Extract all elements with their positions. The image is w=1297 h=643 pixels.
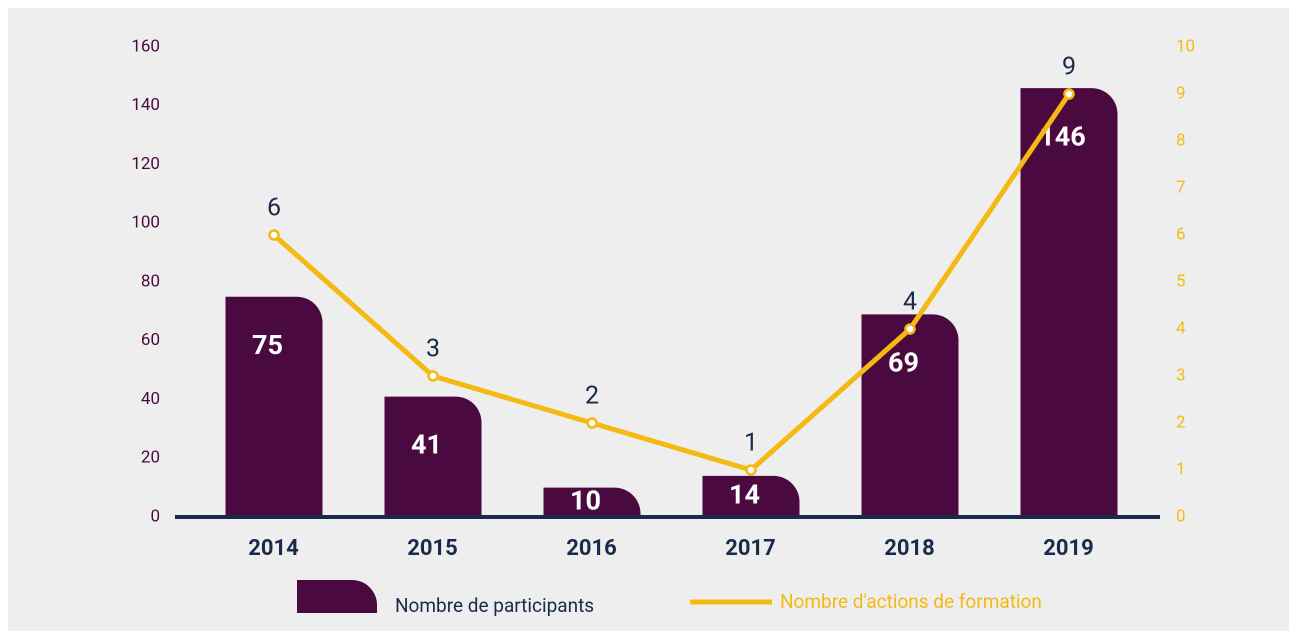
x-tick-label: 2014 xyxy=(248,536,299,561)
y2-tick-label: 4 xyxy=(1176,318,1186,338)
y2-tick-label: 3 xyxy=(1176,365,1186,385)
line-value-label: 6 xyxy=(267,194,281,223)
bar xyxy=(1020,88,1118,517)
y-tick-label: 140 xyxy=(131,95,160,115)
y2-tick-label: 1 xyxy=(1176,459,1186,479)
line-marker xyxy=(427,370,439,382)
y2-tick-label: 0 xyxy=(1176,506,1186,526)
bar xyxy=(543,487,641,517)
legend-label: Nombre d'actions de formation xyxy=(780,590,1042,613)
y2-tick-label: 2 xyxy=(1176,412,1186,432)
line-marker xyxy=(586,417,598,429)
line xyxy=(272,92,1072,473)
y-tick-label: 100 xyxy=(131,213,160,233)
line-value-label: 9 xyxy=(1062,53,1076,82)
y-tick-label: 40 xyxy=(141,389,160,409)
bar-value-label: 69 xyxy=(888,346,919,378)
y-tick-label: 80 xyxy=(141,271,160,291)
y2-tick-label: 8 xyxy=(1176,130,1186,150)
y2-tick-label: 10 xyxy=(1176,36,1195,56)
line-value-label: 3 xyxy=(426,335,440,364)
bar-value-label: 10 xyxy=(570,484,601,516)
legend-label: Nombre de participants xyxy=(395,594,594,617)
line-value-label: 1 xyxy=(744,429,758,458)
line-marker xyxy=(745,464,757,476)
x-tick-label: 2018 xyxy=(884,536,935,561)
x-tick-label: 2019 xyxy=(1043,536,1094,561)
x-tick-label: 2015 xyxy=(407,536,458,561)
y-tick-label: 20 xyxy=(141,448,160,468)
bar-value-label: 41 xyxy=(411,429,442,461)
bar xyxy=(702,475,800,517)
bar xyxy=(225,296,323,517)
y2-tick-label: 5 xyxy=(1176,271,1186,291)
x-tick-label: 2017 xyxy=(725,536,776,561)
y-tick-label: 160 xyxy=(131,36,160,56)
bar-value-label: 75 xyxy=(252,329,283,361)
line-marker xyxy=(268,229,280,241)
bar-value-label: 14 xyxy=(729,479,760,511)
bar xyxy=(861,314,959,517)
y-tick-label: 60 xyxy=(141,330,160,350)
x-tick-label: 2016 xyxy=(566,536,617,561)
legend-swatch xyxy=(297,580,377,613)
line-marker xyxy=(904,323,916,335)
y-tick-label: 0 xyxy=(150,506,160,526)
y2-tick-label: 6 xyxy=(1176,224,1186,244)
bar xyxy=(384,396,482,517)
line-value-label: 4 xyxy=(903,288,917,317)
y2-tick-label: 7 xyxy=(1176,177,1186,197)
y2-tick-label: 9 xyxy=(1176,83,1186,103)
line-marker xyxy=(1063,88,1075,100)
y-tick-label: 120 xyxy=(131,154,160,174)
line-value-label: 2 xyxy=(585,382,599,411)
